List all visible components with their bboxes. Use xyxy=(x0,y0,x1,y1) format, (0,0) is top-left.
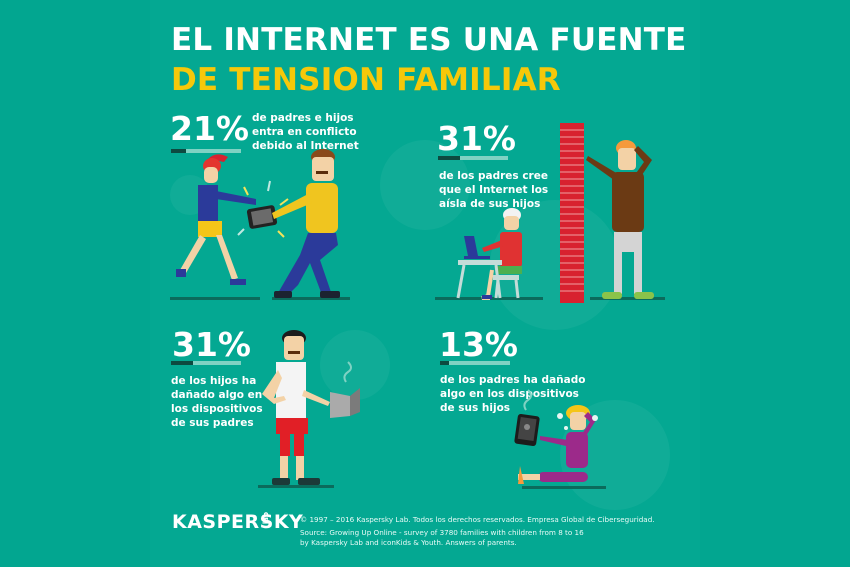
stat-progress-fill xyxy=(440,361,449,365)
stat-percent: 31% xyxy=(437,119,516,158)
decorative-circle xyxy=(380,140,470,230)
stat-description: de los hijos ha dañado algo en los dispo… xyxy=(171,374,263,430)
stat-progress-bar xyxy=(440,361,510,365)
source-text-line-1: Source: Growing Up Online - survey of 37… xyxy=(300,528,584,537)
illustration-crying-child-tablet xyxy=(514,389,606,489)
title-line-1: EL INTERNET ES UNA FUENTE xyxy=(171,22,687,58)
stat-progress-fill xyxy=(171,361,193,365)
stat-description: de los padres ha dañado algo en los disp… xyxy=(440,373,585,415)
illustration-parent-broken-laptop xyxy=(258,330,360,488)
stat-description: de los padres cree que el Internet los a… xyxy=(439,169,548,211)
decorative-circle xyxy=(320,330,390,400)
stat-description-line: que el Internet los xyxy=(439,184,549,196)
title-line-2: DE TENSION FAMILIAR xyxy=(171,62,561,98)
stat-description-line: de los hijos ha xyxy=(171,375,257,387)
stat-description: de padres e hijos entra en conflicto deb… xyxy=(252,111,359,153)
stat-description-line: dañado algo en xyxy=(171,389,263,401)
stat-progress-bar xyxy=(438,156,508,160)
kaspersky-logo-lab: lab xyxy=(262,512,270,525)
stat-progress-bar xyxy=(171,149,241,153)
stat-description-line: algo en los dispositivos xyxy=(440,388,579,400)
stat-description-line: de sus hijos xyxy=(440,402,511,414)
stat-description-line: los dispositivos xyxy=(171,403,263,415)
illustration-isolation-wall xyxy=(435,123,665,303)
copyright-text: © 1997 – 2016 Kaspersky Lab. Todos los d… xyxy=(300,515,655,524)
stat-description-line: debido al Internet xyxy=(252,140,359,152)
kaspersky-logo: KASPERSKY xyxy=(172,511,304,533)
stat-description-line: aísla de sus hijos xyxy=(439,198,541,210)
stat-description-line: de los padres ha dañado xyxy=(440,374,586,386)
stat-percent: 13% xyxy=(439,325,518,364)
stat-progress-fill xyxy=(438,156,460,160)
stat-description-line: entra en conflicto xyxy=(252,126,357,138)
stat-progress-bar xyxy=(171,361,241,365)
stat-description-line: de los padres cree xyxy=(439,170,548,182)
stat-percent: 31% xyxy=(172,325,251,364)
source-text-line-2: by Kaspersky Lab and iconKids & Youth. A… xyxy=(300,538,517,547)
stat-description-line: de padres e hijos xyxy=(252,112,354,124)
stat-description-line: de sus padres xyxy=(171,417,254,429)
stat-percent: 21% xyxy=(170,109,249,148)
illustration-tablet-conflict xyxy=(170,149,350,300)
stat-progress-fill xyxy=(171,149,186,153)
